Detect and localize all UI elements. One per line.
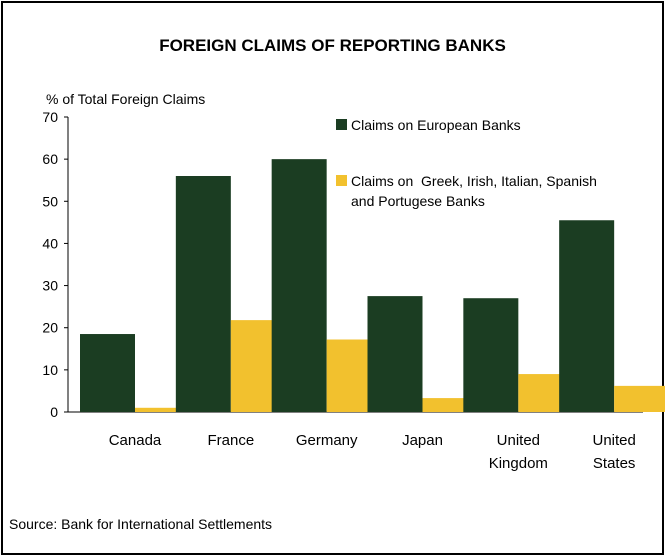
category-label: Canada	[109, 432, 162, 449]
bar-european	[80, 334, 135, 412]
y-tick-label: 40	[42, 235, 58, 251]
category-label: Japan	[402, 432, 443, 449]
category-label: Germany	[296, 432, 358, 449]
bar-peripheral	[614, 385, 665, 412]
category-label: States	[593, 455, 636, 472]
y-tick-label: 30	[42, 278, 58, 294]
y-tick-label: 0	[50, 404, 58, 420]
chart-title: FOREIGN CLAIMS OF REPORTING BANKS	[159, 36, 506, 55]
y-tick-label: 10	[42, 362, 58, 378]
bar-european	[463, 298, 519, 412]
y-tick-label: 70	[42, 109, 58, 125]
y-axis-label: % of Total Foreign Claims	[46, 91, 206, 107]
category-label: United	[497, 432, 540, 449]
legend-swatch-european	[336, 119, 347, 130]
legend-label-european: Claims on European Banks	[351, 117, 521, 133]
bar-european	[271, 159, 327, 412]
legend-label-peripheral: and Portugese Banks	[351, 193, 485, 209]
y-tick-label: 50	[42, 193, 58, 209]
bar-european	[175, 176, 231, 412]
bar-peripheral	[135, 407, 190, 412]
category-label: France	[207, 432, 254, 449]
category-label: Kingdom	[489, 455, 548, 472]
category-label: United	[592, 432, 635, 449]
y-tick-label: 20	[42, 320, 58, 336]
bar-european	[367, 296, 423, 412]
y-tick-label: 60	[42, 151, 58, 167]
bar-european	[559, 220, 615, 412]
source-note: Source: Bank for International Settlemen…	[9, 516, 273, 532]
legend-label-peripheral: Claims on Greek, Irish, Italian, Spanish	[351, 173, 597, 189]
legend-swatch-peripheral	[336, 175, 347, 186]
